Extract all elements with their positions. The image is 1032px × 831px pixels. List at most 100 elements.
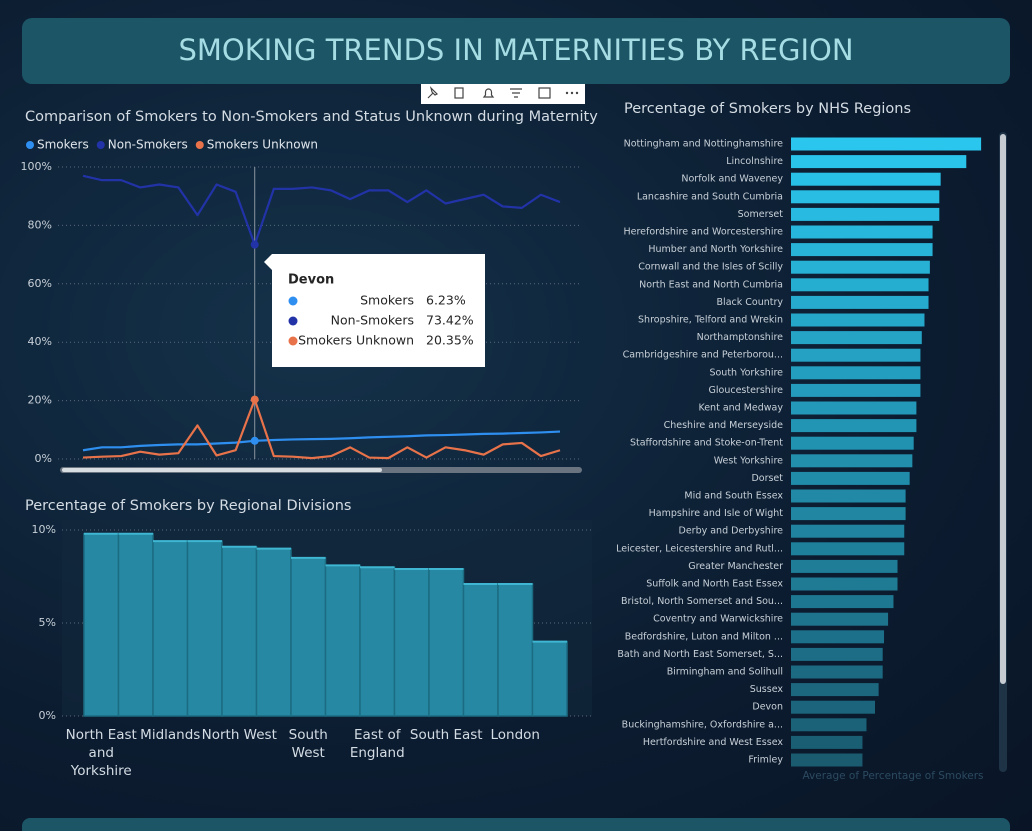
category-label: Somerset [738, 209, 784, 220]
category-label: Sussex [750, 684, 784, 695]
category-label: Bedfordshire, Luton and Milton ... [625, 631, 783, 642]
bar [791, 155, 967, 169]
category-label: Birmingham and Solihull [667, 667, 783, 678]
bar [152, 540, 189, 717]
category-label: Humber and North Yorkshire [648, 244, 783, 255]
copy-icon[interactable] [454, 87, 464, 99]
x-tick-label: Midlands [140, 727, 201, 743]
bar [791, 753, 863, 767]
tooltip-box [264, 254, 485, 367]
tooltip-series-name: Non-Smokers [331, 313, 414, 328]
bar [791, 542, 905, 556]
bar [791, 348, 921, 362]
focus-icon[interactable] [538, 87, 551, 99]
x-tick-label: East of England [349, 727, 405, 761]
bar [791, 225, 933, 239]
hover-marker [250, 436, 259, 445]
category-label: Cambridgeshire and Peterborou... [623, 350, 783, 361]
x-tick-label: North East and Yorkshire [65, 727, 137, 779]
category-label: Dorset [751, 473, 783, 484]
bar [462, 583, 499, 717]
series-line [82, 430, 561, 452]
category-label: Devon [752, 702, 783, 713]
bar [117, 532, 154, 717]
alert-icon[interactable] [482, 88, 495, 98]
category-label: Greater Manchester [688, 561, 783, 572]
bar [791, 436, 914, 450]
y-tick-label: 10% [32, 523, 56, 536]
more-icon[interactable] [565, 91, 579, 95]
bar [791, 172, 941, 186]
x-axis-title: Average of Percentage of Smokers [802, 770, 983, 782]
filter-icon[interactable] [510, 88, 522, 98]
bar [531, 640, 568, 717]
x-tick-label: South West [288, 727, 328, 761]
series-line [82, 174, 561, 246]
bar [791, 313, 925, 327]
category-label: Gloucestershire [709, 385, 784, 396]
category-label: Lancashire and South Cumbria [637, 191, 783, 202]
tooltip-value: 20.35% [426, 333, 474, 348]
category-label: Shropshire, Telford and Wrekin [638, 315, 783, 326]
category-label: Hertfordshire and West Essex [643, 737, 784, 748]
series-line [82, 398, 561, 460]
bar [791, 190, 940, 204]
bar [791, 401, 917, 415]
bar [83, 532, 120, 717]
bar [791, 383, 921, 397]
bar [791, 137, 982, 151]
bar [221, 545, 258, 717]
tooltip-swatch [288, 336, 298, 346]
bar [791, 735, 863, 749]
pin-icon[interactable] [427, 86, 439, 99]
bar [791, 577, 898, 591]
x-tick-label: London [490, 727, 541, 743]
category-label: Northamptonshire [697, 332, 784, 343]
tooltip-swatch [288, 296, 298, 306]
legend-swatch [26, 141, 34, 149]
bar [791, 489, 906, 503]
tooltip-series-name: Smokers Unknown [298, 333, 414, 348]
y-tick-label: 5% [39, 616, 56, 629]
category-label: Mid and South Essex [684, 491, 783, 502]
bar [791, 295, 929, 309]
header-bar [22, 18, 1010, 84]
y-tick-label: 60% [28, 277, 52, 290]
category-label: Kent and Medway [698, 403, 783, 414]
y-tick-label: 0% [39, 709, 56, 722]
bar [791, 700, 875, 714]
bar [791, 718, 867, 732]
category-label: Hampshire and Isle of Wight [649, 508, 784, 519]
visual-toolbar[interactable] [421, 84, 585, 104]
legend-label: Smokers [37, 138, 89, 152]
bar [497, 583, 534, 717]
tooltip-series-name: Smokers [360, 293, 414, 308]
bar [791, 647, 883, 661]
bar [791, 243, 933, 257]
bar [428, 568, 465, 717]
y-tick-label: 20% [28, 394, 52, 407]
x-tick-label: South East [409, 727, 483, 743]
category-label: Black Country [717, 297, 784, 308]
bar [791, 331, 922, 345]
footer-bar [22, 818, 1010, 831]
tooltip-swatch [288, 316, 298, 326]
bar [791, 471, 910, 485]
category-label: Herefordshire and Worcestershire [623, 227, 783, 238]
tooltip-title: Devon [288, 273, 334, 288]
bar [186, 540, 223, 717]
category-label: Lincolnshire [726, 156, 783, 167]
y-tick-label: 0% [35, 452, 52, 465]
legend-swatch [96, 141, 105, 149]
category-label: Bath and North East Somerset, S... [617, 649, 783, 660]
category-label: Suffolk and North East Essex [646, 579, 783, 590]
bar [791, 207, 940, 221]
category-label: Staffordshire and Stoke-on-Trent [630, 438, 783, 449]
bar [290, 557, 327, 717]
bar [791, 665, 883, 679]
bar [324, 564, 361, 717]
v-scrollbar-thumb[interactable] [1000, 134, 1006, 684]
category-label: Cornwall and the Isles of Scilly [638, 262, 783, 273]
scrollbar-thumb[interactable] [62, 468, 382, 472]
